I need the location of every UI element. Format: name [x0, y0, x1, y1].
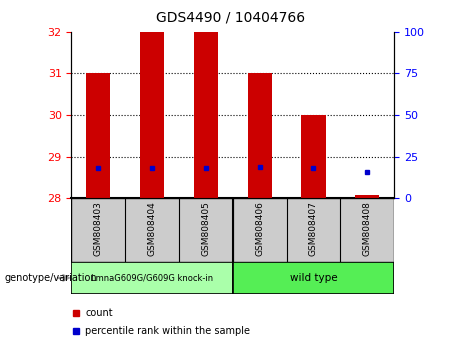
Text: GSM808405: GSM808405 [201, 201, 210, 256]
Text: GSM808407: GSM808407 [309, 201, 318, 256]
Bar [86, 74, 111, 198]
Text: GSM808403: GSM808403 [94, 201, 103, 256]
Text: GSM808406: GSM808406 [255, 201, 264, 256]
Bar [71, 262, 233, 294]
Text: wild type: wild type [290, 273, 337, 283]
Text: percentile rank within the sample: percentile rank within the sample [85, 326, 250, 336]
Bar [233, 262, 394, 294]
Text: LmnaG609G/G609G knock-in: LmnaG609G/G609G knock-in [91, 273, 213, 282]
Text: GDS4490 / 10404766: GDS4490 / 10404766 [156, 11, 305, 25]
Text: count: count [85, 308, 113, 318]
Bar [301, 115, 325, 198]
Text: GSM808408: GSM808408 [363, 201, 372, 256]
Bar [248, 74, 272, 198]
Bar [140, 32, 164, 198]
Bar [355, 195, 379, 198]
Text: GSM808404: GSM808404 [148, 201, 157, 256]
Bar [194, 32, 218, 198]
Text: genotype/variation: genotype/variation [5, 273, 97, 283]
